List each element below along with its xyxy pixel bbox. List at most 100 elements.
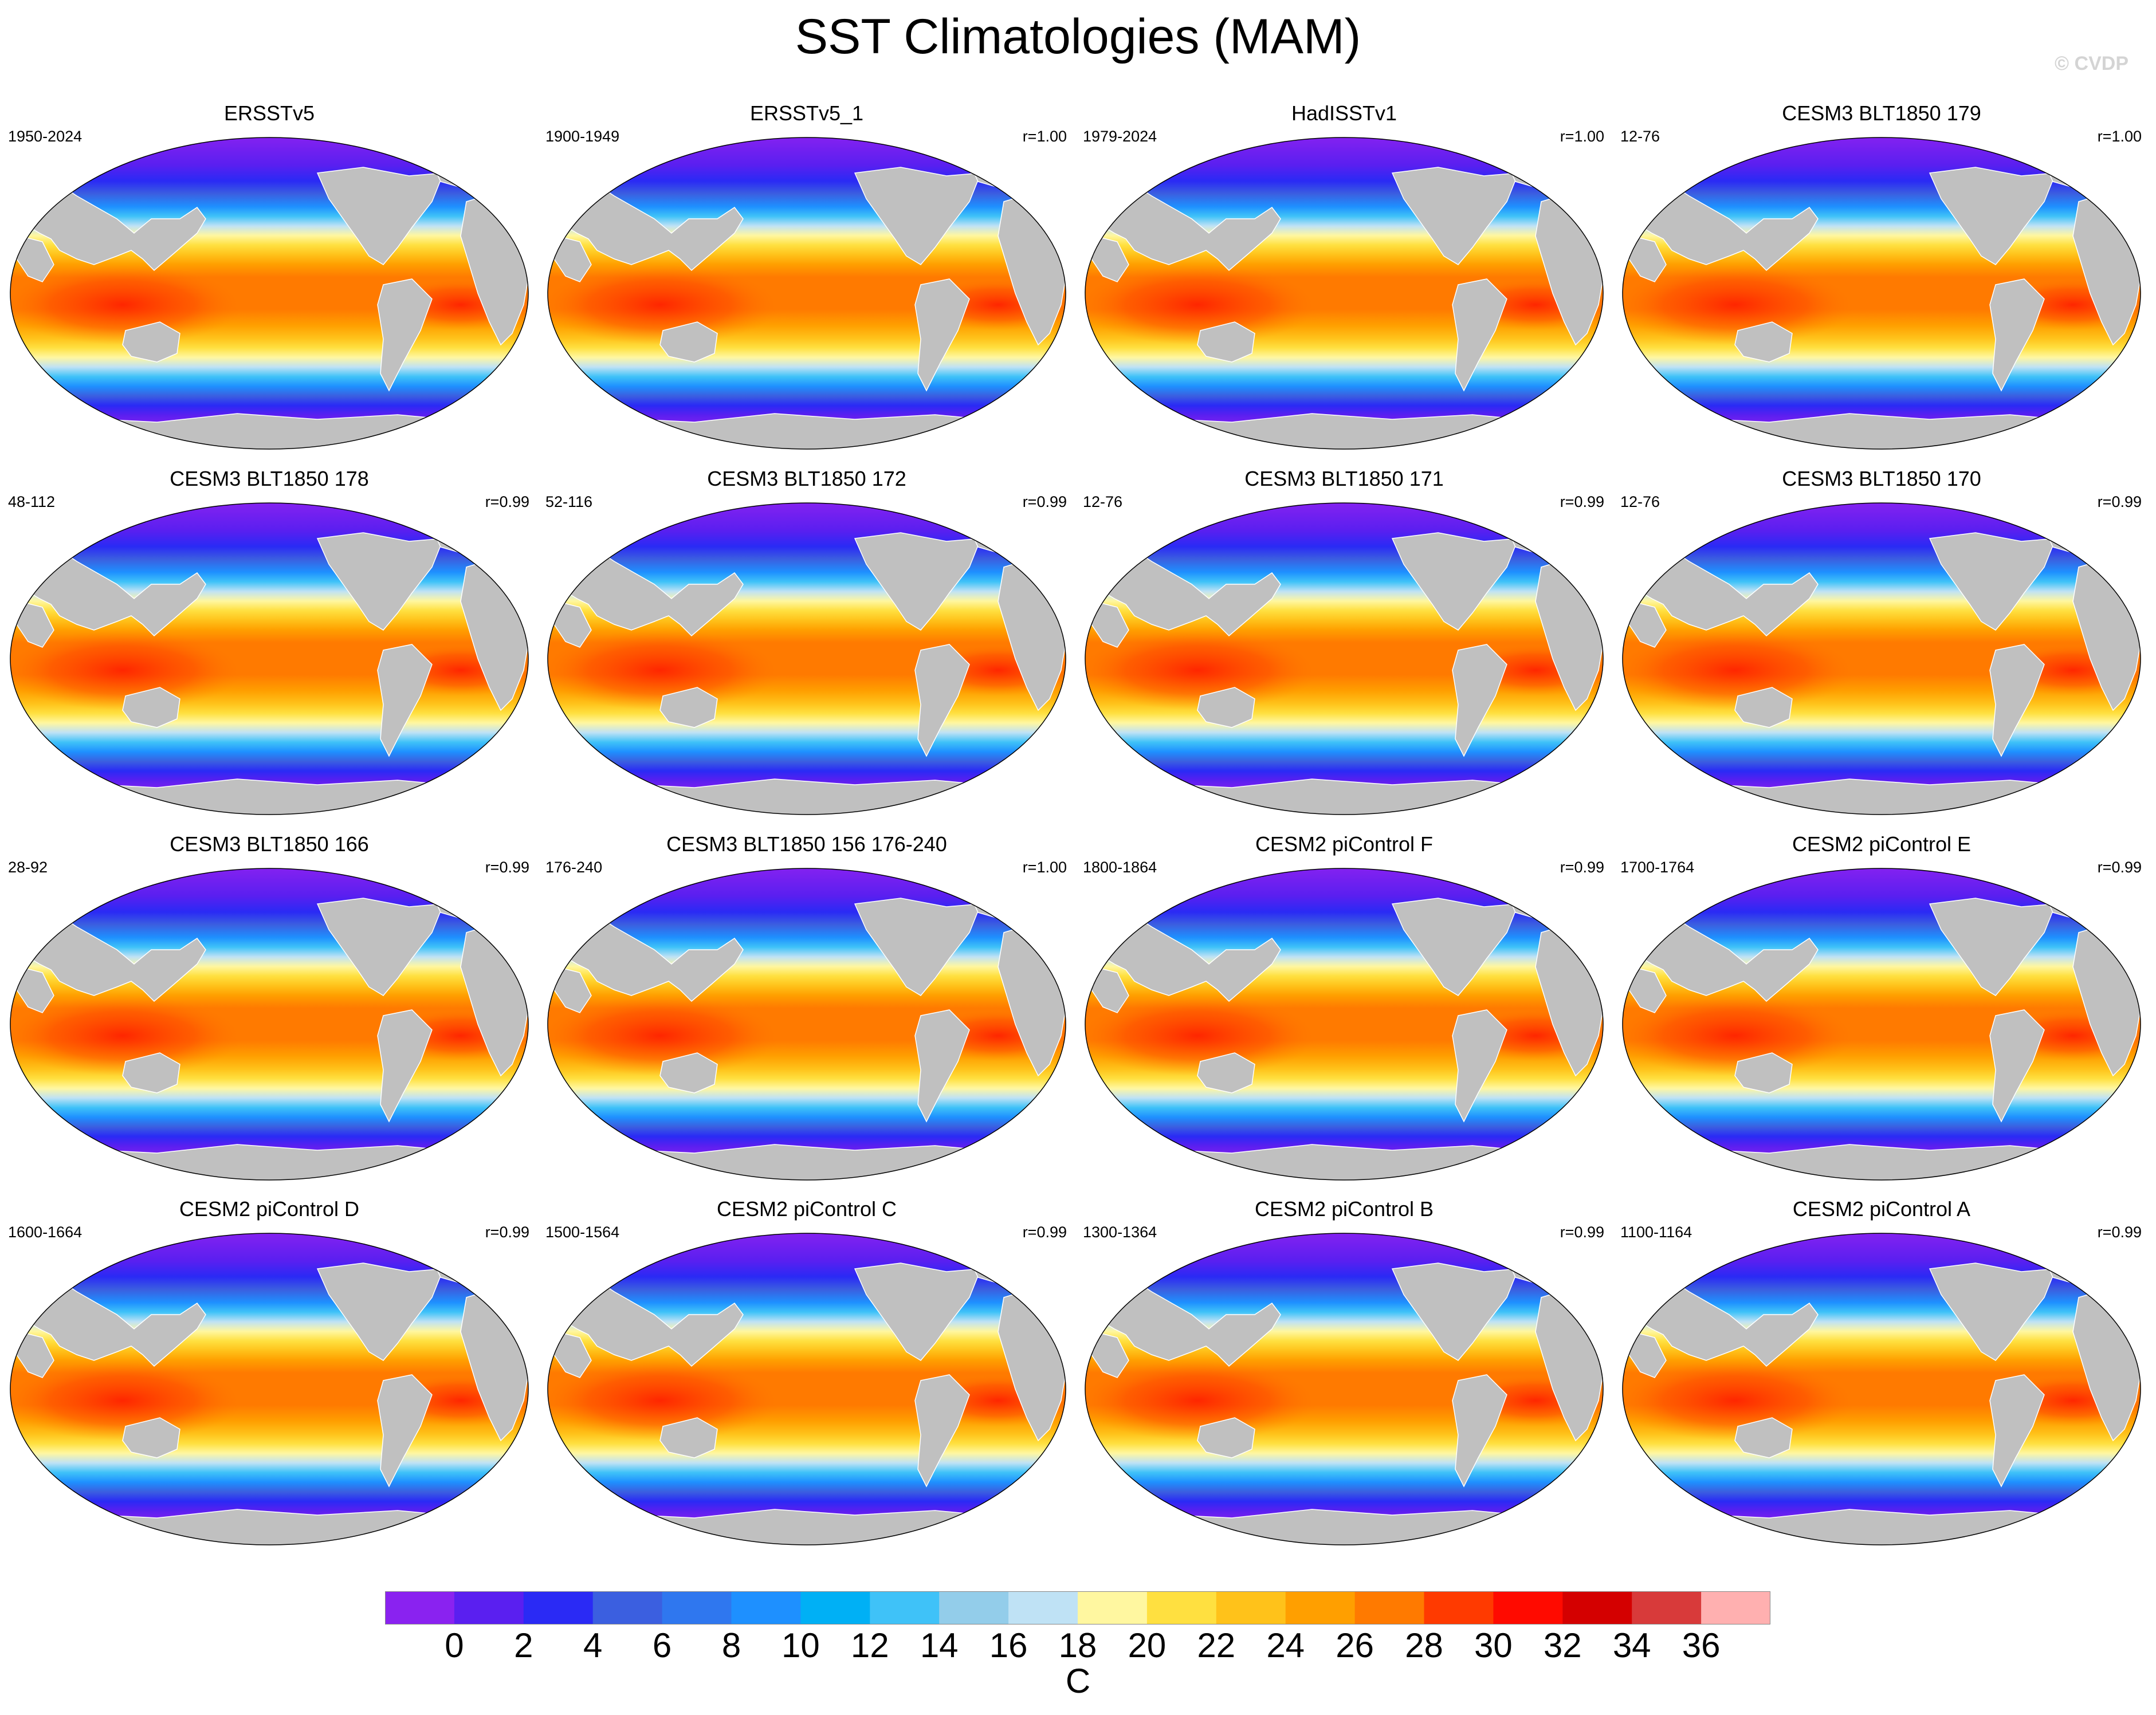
sst-map bbox=[1085, 1233, 1604, 1545]
panel-title: CESM3 BLT1850 178 bbox=[170, 467, 369, 490]
panel-year-range: 1950-2024 bbox=[8, 128, 83, 145]
panel-correlation: r=0.99 bbox=[485, 493, 529, 510]
panel-correlation: r=1.00 bbox=[1560, 128, 1604, 145]
panel-title: CESM3 BLT1850 166 bbox=[170, 832, 369, 856]
colorbar-swatch bbox=[731, 1591, 801, 1624]
panel-correlation: r=0.99 bbox=[1560, 1224, 1604, 1241]
colorbar-tick-label: 20 bbox=[1128, 1626, 1167, 1665]
panel-year-range: 12-76 bbox=[1620, 493, 1660, 510]
map-panel: CESM3 BLT1850 172 52-116 r=0.99 bbox=[537, 466, 1076, 833]
panel-year-range: 176-240 bbox=[545, 859, 603, 876]
colorbar-tick-label: 28 bbox=[1405, 1626, 1443, 1665]
panel-correlation: r=0.99 bbox=[1022, 493, 1067, 510]
figure-title: SST Climatologies (MAM) bbox=[795, 9, 1361, 64]
colorbar-tick-label: 4 bbox=[583, 1626, 603, 1665]
colorbar-swatch bbox=[1424, 1591, 1494, 1624]
panel-year-range: 1500-1564 bbox=[545, 1224, 620, 1241]
map-panel: CESM3 BLT1850 178 48-112 r=0.99 bbox=[0, 466, 539, 833]
colorbar-swatch bbox=[939, 1591, 1009, 1624]
panel-year-range: 1300-1364 bbox=[1083, 1224, 1157, 1241]
colorbar-swatch bbox=[662, 1591, 732, 1624]
colorbar-swatch bbox=[1216, 1591, 1286, 1624]
sst-map bbox=[10, 868, 529, 1181]
colorbar-swatch bbox=[1562, 1591, 1632, 1624]
sst-map bbox=[1085, 502, 1604, 815]
panel-title: HadISSTv1 bbox=[1291, 101, 1397, 125]
panel-title: CESM3 BLT1850 171 bbox=[1244, 467, 1444, 490]
panel-correlation: r=0.99 bbox=[2097, 859, 2142, 876]
panel-correlation: r=1.00 bbox=[1022, 859, 1067, 876]
colorbar-tick-label: 18 bbox=[1058, 1626, 1097, 1665]
panel-year-range: 12-76 bbox=[1083, 493, 1123, 510]
panel-correlation: r=0.99 bbox=[485, 1224, 529, 1241]
colorbar-swatch bbox=[1493, 1591, 1563, 1624]
sst-map bbox=[10, 502, 529, 815]
panel-year-range: 1600-1664 bbox=[8, 1224, 83, 1241]
sst-map bbox=[547, 868, 1066, 1181]
map-panel: CESM2 piControl A 1100-1164 r=0.99 bbox=[1612, 1197, 2151, 1563]
colorbar-swatch bbox=[1078, 1591, 1148, 1624]
map-panel: CESM3 BLT1850 156 176-240 176-240 r=1.00 bbox=[537, 832, 1076, 1198]
colorbar-tick-label: 30 bbox=[1474, 1626, 1513, 1665]
colorbar-tick-label: 10 bbox=[781, 1626, 820, 1665]
panel-year-range: 1100-1164 bbox=[1620, 1224, 1692, 1241]
colorbar bbox=[385, 1591, 1770, 1624]
sst-map bbox=[1622, 1233, 2141, 1545]
sst-map bbox=[1085, 137, 1604, 450]
sst-map bbox=[10, 1233, 529, 1545]
colorbar-swatch bbox=[1632, 1591, 1702, 1624]
sst-map bbox=[10, 137, 529, 450]
colorbar-tick-label: 24 bbox=[1266, 1626, 1305, 1665]
panel-title: CESM3 BLT1850 179 bbox=[1782, 101, 1981, 125]
panel-title: CESM2 piControl B bbox=[1254, 1197, 1434, 1221]
panel-correlation: r=0.99 bbox=[2097, 1224, 2142, 1241]
colorbar-tick-label: 16 bbox=[989, 1626, 1028, 1665]
panel-title: CESM3 BLT1850 172 bbox=[707, 467, 906, 490]
colorbar-tick-label: 12 bbox=[850, 1626, 889, 1665]
panel-year-range: 48-112 bbox=[8, 493, 56, 510]
panel-year-range: 1900-1949 bbox=[545, 128, 620, 145]
panel-year-range: 28-92 bbox=[8, 859, 48, 876]
colorbar-tick-label: 6 bbox=[652, 1626, 672, 1665]
colorbar-swatch bbox=[1354, 1591, 1424, 1624]
map-panel: CESM2 piControl B 1300-1364 r=0.99 bbox=[1075, 1197, 1613, 1563]
colorbar-swatch bbox=[592, 1591, 663, 1624]
colorbar-swatch bbox=[385, 1591, 455, 1624]
sst-map bbox=[1622, 502, 2141, 815]
sst-map bbox=[547, 137, 1066, 450]
colorbar-tick-label: 34 bbox=[1612, 1626, 1651, 1665]
colorbar-tick-label: 32 bbox=[1543, 1626, 1582, 1665]
panel-title: CESM2 piControl A bbox=[1792, 1197, 1971, 1221]
panel-title: CESM2 piControl F bbox=[1255, 832, 1434, 856]
colorbar-swatch bbox=[1285, 1591, 1356, 1624]
map-panel: CESM3 BLT1850 171 12-76 r=0.99 bbox=[1075, 466, 1613, 833]
colorbar-swatch bbox=[454, 1591, 524, 1624]
panel-year-range: 12-76 bbox=[1620, 128, 1660, 145]
panel-correlation: r=0.99 bbox=[1022, 1224, 1067, 1241]
panel-year-range: 1979-2024 bbox=[1083, 128, 1157, 145]
colorbar-swatch bbox=[870, 1591, 940, 1624]
panel-year-range: 1700-1764 bbox=[1620, 859, 1695, 876]
colorbar-border bbox=[385, 1591, 1770, 1624]
colorbar-tick-label: 14 bbox=[920, 1626, 959, 1665]
map-panel: CESM2 piControl C 1500-1564 r=0.99 bbox=[537, 1197, 1076, 1563]
panel-year-range: 52-116 bbox=[545, 493, 593, 510]
panel-correlation: r=1.00 bbox=[2097, 128, 2142, 145]
colorbar-swatch bbox=[1146, 1591, 1217, 1624]
colorbar-swatch bbox=[1701, 1591, 1770, 1624]
colorbar-swatch bbox=[800, 1591, 870, 1624]
panel-title: CESM3 BLT1850 156 176-240 bbox=[666, 832, 947, 856]
map-panel: CESM2 piControl D 1600-1664 r=0.99 bbox=[0, 1197, 539, 1563]
panel-title: CESM2 piControl E bbox=[1792, 832, 1972, 856]
map-panel: CESM3 BLT1850 179 12-76 r=1.00 bbox=[1612, 101, 2151, 467]
panel-correlation: r=1.00 bbox=[1022, 128, 1067, 145]
sst-map bbox=[1085, 868, 1604, 1181]
panel-title: CESM3 BLT1850 170 bbox=[1782, 467, 1981, 490]
panel-correlation: r=0.99 bbox=[485, 859, 529, 876]
map-panel: CESM3 BLT1850 170 12-76 r=0.99 bbox=[1612, 466, 2151, 833]
panel-year-range: 1800-1864 bbox=[1083, 859, 1157, 876]
panel-title: CESM2 piControl C bbox=[716, 1197, 897, 1221]
panel-correlation: r=0.99 bbox=[1560, 859, 1604, 876]
colorbar-tick-label: 0 bbox=[445, 1626, 464, 1665]
colorbar-swatch bbox=[523, 1591, 594, 1624]
